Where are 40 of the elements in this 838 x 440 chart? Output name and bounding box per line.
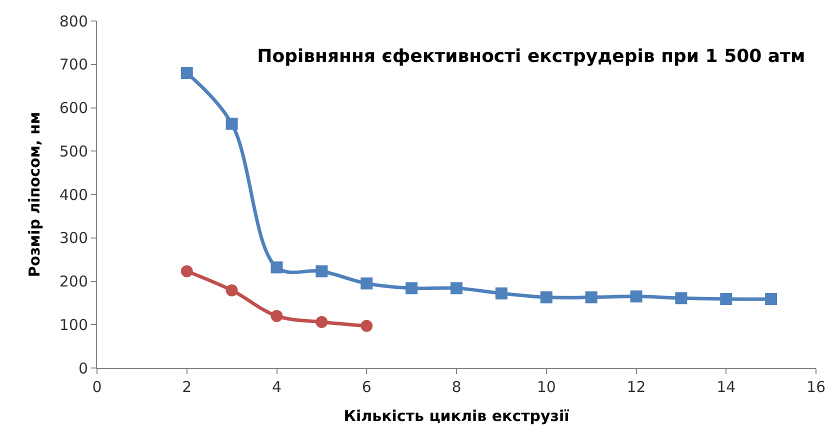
point bbox=[360, 277, 373, 290]
point bbox=[675, 292, 688, 304]
point bbox=[270, 310, 283, 322]
x-tick-label: 6 bbox=[362, 378, 372, 396]
point bbox=[180, 67, 193, 80]
point bbox=[316, 265, 328, 278]
point bbox=[226, 118, 238, 130]
y-axis-title: Розмір ліпосом, нм bbox=[26, 112, 44, 278]
x-axis-title: Кількість циклів екструзії bbox=[344, 407, 570, 425]
y-tick-label: 100 bbox=[59, 316, 88, 334]
point bbox=[495, 287, 508, 300]
x-tick-label: 12 bbox=[626, 378, 646, 396]
x-tick-label: 2 bbox=[182, 378, 192, 396]
text: Порівняння єфективності екструдерів при 1 500 атм bbox=[257, 46, 806, 67]
y-tick-label: 300 bbox=[59, 229, 88, 248]
point bbox=[540, 291, 552, 304]
point bbox=[316, 316, 328, 328]
y-tick-label: 700 bbox=[59, 56, 88, 74]
y-tick-label: 800 bbox=[59, 12, 88, 30]
x-tick-label: 16 bbox=[806, 378, 826, 396]
x-tick-label: 0 bbox=[92, 378, 102, 396]
y-tick-label: 200 bbox=[59, 272, 88, 290]
x-tick-label: 10 bbox=[536, 378, 556, 396]
point bbox=[450, 282, 462, 294]
point bbox=[360, 320, 373, 332]
x-tick-label: 14 bbox=[716, 378, 736, 396]
x-tick-label: 4 bbox=[272, 378, 282, 396]
point bbox=[585, 291, 598, 304]
x-tick-label: 8 bbox=[452, 378, 462, 396]
point bbox=[406, 282, 418, 294]
y-tick-label: 400 bbox=[59, 186, 88, 204]
point bbox=[226, 284, 238, 296]
point bbox=[180, 265, 193, 278]
y-tick-label: 600 bbox=[59, 99, 88, 117]
point bbox=[270, 261, 283, 274]
y-tick-label: 0 bbox=[78, 359, 88, 378]
point bbox=[765, 293, 778, 306]
y-tick-label: 500 bbox=[59, 142, 88, 160]
point bbox=[720, 293, 732, 306]
point bbox=[630, 290, 642, 302]
